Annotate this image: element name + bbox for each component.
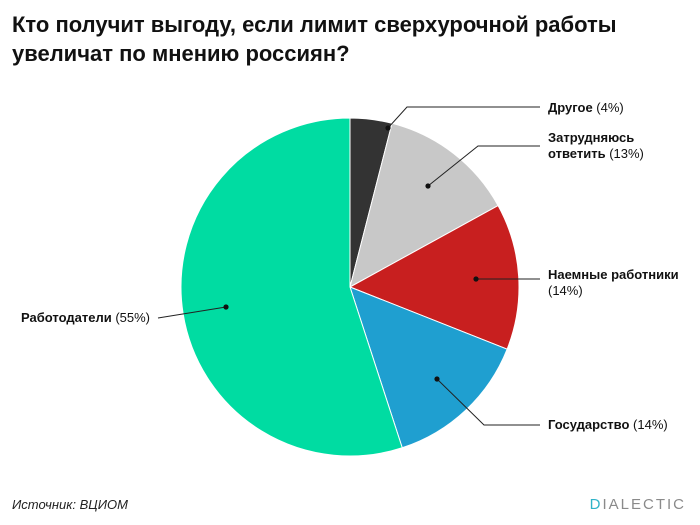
slice-label-name-line: ответить: [548, 146, 606, 161]
brand-logo-first-letter: D: [589, 496, 603, 513]
slice-label-4: Государство (14%): [548, 417, 668, 432]
brand-logo: DIALECTIC: [590, 496, 686, 513]
slice-label-name-line: Наемные работники: [548, 267, 679, 282]
pie-slice-3: [348, 204, 520, 350]
slice-label-3: Наемные работники (14%): [548, 267, 679, 298]
slice-label-value: (55%): [112, 310, 150, 325]
chart-title-line-1: Кто получит выгоду, если лимит сверхуроч…: [12, 12, 617, 37]
leader-line-2: [427, 145, 540, 187]
slice-label-5: Работодатели (55%): [21, 310, 150, 325]
slice-label-value: (4%): [593, 100, 624, 115]
slice-label-value: (14%): [548, 283, 583, 298]
slice-label-name-line: Работодатели: [21, 310, 112, 325]
pie-slice-5: [180, 117, 403, 457]
slice-label-name-line: Затрудняюсь: [548, 130, 634, 145]
slice-label-1: Другое (4%): [548, 100, 624, 115]
leader-dot-5: [223, 304, 229, 310]
leader-line-5: [157, 306, 227, 319]
leader-line-4: [436, 378, 540, 426]
source-note: Источник: ВЦИОМ: [12, 497, 128, 512]
leader-line-1: [387, 106, 540, 129]
chart-title: Кто получит выгоду, если лимит сверхуроч…: [12, 10, 682, 68]
brand-logo-rest: IALECTIC: [602, 496, 686, 513]
slice-label-name-line: Государство: [548, 417, 629, 432]
slice-label-value: (13%): [606, 146, 644, 161]
leader-dot-2: [425, 183, 431, 189]
slice-label-value: (14%): [629, 417, 667, 432]
pie-slice-2: [349, 122, 499, 288]
leader-dot-1: [385, 125, 391, 131]
leader-dot-4: [434, 376, 440, 382]
chart-title-line-2: увеличат по мнению россиян?: [12, 41, 350, 66]
slice-label-2: Затрудняюсь ответить (13%): [548, 130, 644, 161]
leader-dot-3: [473, 276, 479, 282]
slice-label-name-line: Другое: [548, 100, 593, 115]
